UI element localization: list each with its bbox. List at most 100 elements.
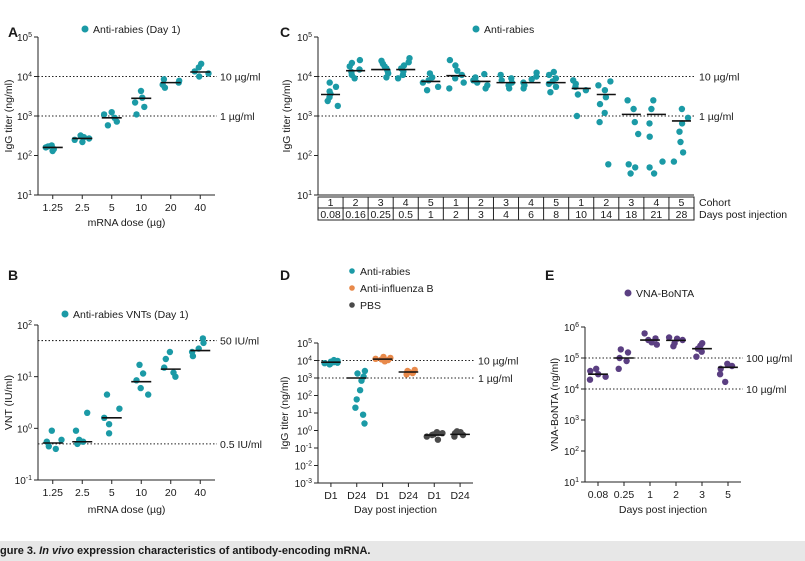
y-tick-label: 101 (297, 190, 312, 202)
data-point (632, 164, 639, 171)
y-tick-label: 101 (297, 408, 312, 420)
reference-line-label: 1 µg/ml (699, 111, 734, 123)
y-tick-label: 103 (564, 415, 579, 427)
data-group (595, 78, 616, 168)
data-point (601, 109, 608, 117)
y-tick-label: 102 (17, 151, 32, 163)
data-point (650, 170, 658, 177)
day-label: 18 (625, 209, 637, 221)
data-point (545, 71, 553, 79)
data-point (434, 436, 442, 443)
data-point (354, 370, 361, 377)
y-tick-label: 105 (297, 32, 312, 44)
y-tick-label: 102 (297, 391, 312, 403)
data-point (631, 118, 638, 126)
data-group (545, 68, 566, 96)
y-axis-label: IgG titer (ng/ml) (281, 80, 293, 153)
data-group (640, 330, 660, 348)
data-point (356, 387, 364, 394)
x-axis-label: mRNA dose (µg) (88, 217, 166, 229)
legend-marker (61, 310, 69, 318)
y-tick-label: 10-1 (295, 443, 312, 455)
reference-line-label: 10 µg/ml (699, 72, 739, 84)
data-point (481, 70, 488, 78)
x-tick-label: 2.5 (75, 202, 90, 214)
legend-label: Anti-rabies (484, 24, 534, 36)
data-point (361, 420, 368, 427)
data-point (400, 62, 408, 69)
x-tick-label: 20 (165, 487, 177, 499)
data-point (605, 161, 612, 168)
legend-marker (349, 285, 355, 291)
data-point (724, 360, 731, 367)
y-tick-label: 102 (297, 151, 312, 163)
data-point (79, 138, 86, 146)
data-group (570, 77, 591, 120)
data-group (321, 79, 341, 110)
data-point (508, 75, 515, 82)
y-tick-label: 104 (564, 384, 579, 396)
data-group (692, 340, 712, 360)
data-point (133, 111, 140, 118)
data-point (84, 409, 91, 416)
data-point (198, 60, 205, 67)
data-point (52, 445, 59, 453)
data-point (348, 68, 355, 76)
data-group (372, 353, 394, 365)
y-tick-label: 103 (297, 111, 312, 123)
data-point (533, 69, 540, 76)
day-label: 28 (676, 209, 688, 221)
data-point (43, 438, 50, 445)
data-point (433, 429, 441, 436)
y-axis-label: VNT (IU/ml) (3, 375, 15, 430)
data-point (602, 94, 610, 101)
x-tick-label: 40 (194, 487, 206, 499)
x-tick-label: 10 (135, 487, 147, 499)
data-point (665, 334, 673, 341)
cohort-label: 1 (578, 197, 584, 209)
data-point (650, 97, 657, 104)
legend-label: Anti-rabies VNTs (Day 1) (73, 309, 189, 321)
y-tick-label: 10-1 (15, 475, 32, 487)
data-group (131, 361, 152, 398)
data-point (404, 367, 411, 375)
x-tick-label: D1 (376, 490, 390, 502)
reference-line-label: 1 µg/ml (220, 111, 255, 123)
data-point (678, 105, 686, 113)
legend-marker (624, 289, 632, 297)
data-point (596, 100, 604, 108)
data-group (621, 97, 642, 177)
data-point (326, 79, 333, 86)
data-point (552, 83, 560, 91)
data-group (716, 360, 738, 386)
data-group (188, 335, 211, 360)
data-point (104, 122, 112, 129)
y-tick-label: 105 (564, 353, 579, 365)
data-point (587, 367, 594, 375)
data-point (394, 75, 402, 82)
y-tick-label: 104 (297, 72, 312, 84)
data-group (419, 70, 442, 94)
data-point (716, 371, 724, 378)
data-point (72, 427, 80, 434)
data-point (484, 82, 491, 89)
day-label: 3 (478, 209, 484, 221)
cohort-label: 2 (353, 197, 359, 209)
day-label: 0.16 (345, 209, 366, 221)
x-tick-label: 1.25 (43, 202, 64, 214)
data-point (381, 357, 389, 364)
data-group (446, 56, 467, 92)
day-label: 0.25 (370, 209, 391, 221)
data-point (103, 391, 111, 398)
data-point (166, 348, 174, 356)
data-point (646, 164, 653, 171)
data-group (72, 409, 93, 448)
reference-line-label: 10 µg/ml (478, 356, 518, 368)
panel-letter: B (8, 267, 18, 283)
data-point (684, 114, 692, 122)
data-point (602, 373, 609, 380)
data-group (42, 142, 63, 155)
data-group (131, 87, 152, 118)
